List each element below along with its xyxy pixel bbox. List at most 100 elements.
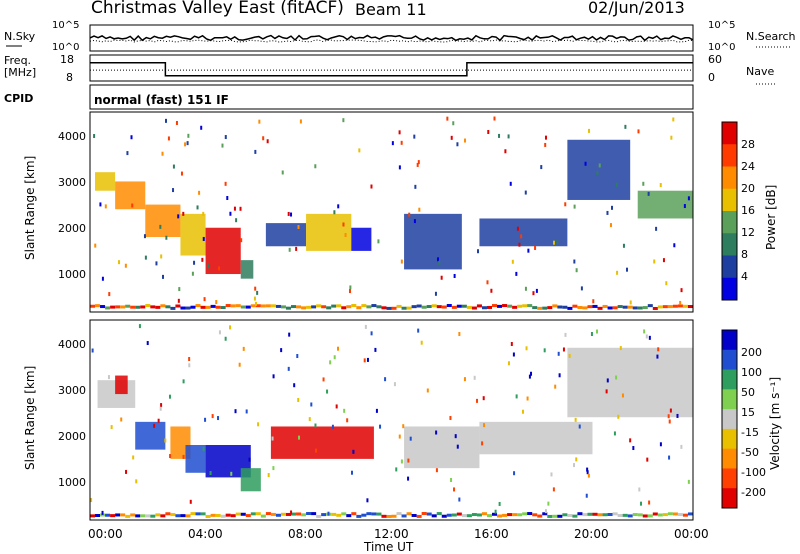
velocity-noise-pixel — [564, 332, 567, 337]
velocity-ground-scatter — [486, 514, 492, 518]
power-noise-pixel — [616, 270, 619, 275]
velocity-noise-pixel — [449, 415, 452, 420]
velocity-ground-scatter — [542, 512, 548, 516]
power-ground-scatter — [512, 305, 518, 309]
velocity-noise-pixel — [510, 341, 513, 346]
velocity-ground-scatter — [411, 513, 417, 517]
velocity-ground-scatter — [481, 512, 487, 516]
velocity-ground-scatter — [190, 512, 196, 516]
power-noise-pixel — [438, 260, 441, 265]
power-noise-pixel — [609, 223, 612, 228]
power-blob — [240, 260, 254, 279]
power-noise-pixel — [348, 289, 351, 294]
power-ground-scatter — [532, 306, 538, 310]
velocity-ground-scatter — [95, 513, 101, 517]
power-ground-scatter — [180, 306, 186, 310]
velocity-noise-pixel — [606, 378, 609, 383]
power-ground-scatter — [115, 305, 121, 309]
velocity-noise-pixel — [211, 414, 214, 419]
power-noise-pixel — [564, 202, 567, 207]
power-noise-pixel — [187, 133, 190, 138]
power-ground-scatter — [431, 304, 437, 308]
velocity-noise-pixel — [648, 335, 651, 340]
power-noise-pixel — [99, 202, 102, 207]
power-ground-scatter — [476, 304, 482, 308]
power-noise-pixel — [452, 121, 455, 126]
power-ground-scatter — [647, 304, 653, 308]
power-ground-scatter — [672, 304, 678, 308]
xtick-0: 00:00 — [88, 527, 123, 541]
power-noise-pixel — [417, 160, 420, 165]
velocity-ground-scatter — [662, 513, 668, 517]
velocity-ground-scatter — [341, 512, 347, 516]
velocity-noise-pixel — [350, 470, 353, 475]
velocity-noise-pixel — [189, 499, 192, 504]
velocity-colorbar-swatch — [722, 448, 737, 469]
power-blob — [637, 190, 693, 219]
velocity-noise-pixel — [202, 446, 205, 451]
velocity-colorbar-swatch — [722, 330, 737, 351]
power-ground-scatter — [100, 305, 106, 309]
velocity-ground-scatter — [647, 514, 653, 518]
velocity-noise-pixel — [558, 373, 561, 378]
power-noise-pixel — [314, 164, 317, 169]
power-ground-scatter — [406, 306, 412, 310]
power-noise-pixel — [101, 276, 104, 281]
velocity-noise-pixel — [680, 444, 683, 449]
velocity-blob — [270, 426, 374, 459]
power-ground-scatter — [90, 304, 96, 308]
power-ytick-2000: 2000 — [58, 222, 86, 235]
velocity-ground-scatter — [285, 512, 291, 516]
power-noise-pixel — [552, 240, 555, 245]
velocity-blob — [240, 468, 261, 492]
velocity-ground-scatter — [115, 513, 121, 517]
velocity-noise-pixel — [374, 347, 377, 352]
velocity-noise-pixel — [245, 409, 248, 414]
power-ground-scatter — [245, 305, 251, 309]
power-ground-scatter — [592, 304, 598, 308]
velocity-blob — [115, 375, 128, 395]
velocity-ground-scatter — [471, 513, 477, 517]
power-ground-scatter — [562, 305, 568, 309]
power-ground-scatter — [557, 305, 563, 309]
power-noise-pixel — [520, 234, 523, 239]
velocity-colorbar-swatches — [722, 330, 737, 509]
velocity-noise-pixel — [297, 397, 300, 402]
velocity-noise-pixel — [366, 357, 369, 362]
power-ground-scatter — [481, 306, 487, 310]
power-noise-pixel — [130, 135, 133, 140]
xtick-3: 12:00 — [374, 527, 409, 541]
velocity-ground-scatter — [301, 513, 307, 517]
velocity-noise-pixel — [456, 444, 459, 449]
power-noise-pixel — [434, 291, 437, 296]
power-ground-scatter — [401, 306, 407, 310]
velocity-ground-scatter — [240, 512, 246, 516]
power-ytick-4000: 4000 — [58, 130, 86, 143]
power-cbar-tick-12: 12 — [741, 226, 755, 239]
velocity-ground-scatter — [150, 514, 156, 518]
velocity-colorbar-frame — [721, 329, 738, 509]
velocity-noise-pixel — [643, 329, 646, 334]
power-noise-pixel — [498, 133, 501, 138]
vel-cbar-tick-neg200: -200 — [741, 486, 766, 499]
power-ground-scatter — [301, 306, 307, 310]
power-colorbar: 28 24 20 16 12 8 4 Power [dB] — [721, 121, 778, 301]
power-ground-scatter — [316, 304, 322, 308]
velocity-ground-scatter — [195, 512, 201, 516]
power-ground-scatter — [642, 306, 648, 310]
power-noise-pixel — [642, 181, 645, 186]
power-noise-pixel — [544, 142, 547, 147]
velocity-ground-scatter — [401, 514, 407, 518]
date-label: 02/Jun/2013 — [588, 0, 685, 17]
power-noise-pixel — [679, 300, 682, 305]
vel-ytick-1000: 1000 — [58, 476, 86, 489]
power-noise-pixel — [515, 271, 518, 276]
power-noise-pixel — [509, 181, 512, 186]
velocity-ground-scatter — [677, 513, 683, 517]
velocity-noise-pixel — [400, 459, 403, 464]
noise-right-tick-top: 10^5 — [708, 20, 735, 31]
velocity-noise-pixel — [329, 360, 332, 365]
power-noise-pixel — [611, 205, 614, 210]
velocity-ground-scatter — [386, 514, 392, 518]
power-ground-scatter — [612, 306, 618, 310]
